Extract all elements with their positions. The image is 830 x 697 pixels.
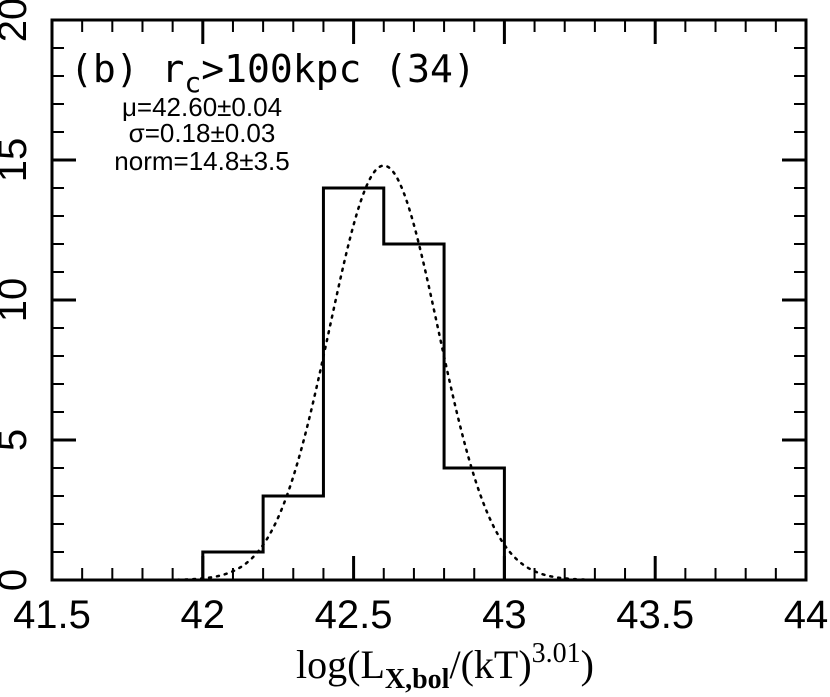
histogram-bar [444, 468, 504, 580]
gaussian-fit-layer [175, 164, 592, 581]
y-tick-label: 20 [0, 0, 35, 42]
xlabel-prefix: log(L [296, 642, 385, 687]
x-tick-label: 43 [482, 593, 527, 637]
x-tick-label: 41.5 [13, 593, 91, 637]
stat-mu: μ=42.60±0.04 [122, 92, 282, 122]
xlabel-superscript: 3.01 [532, 638, 581, 669]
ticks-layer: 41.5 42 42.5 43 43.5 44 0 5 10 15 20 [0, 0, 828, 637]
histogram-bar [263, 496, 323, 580]
y-tick-label: 15 [0, 138, 35, 183]
y-tick-label: 5 [0, 429, 35, 451]
histogram-bar [384, 244, 444, 580]
x-tick-label: 42 [181, 593, 226, 637]
panel-label: (b) rc>100kpc (34) [70, 47, 476, 99]
x-tick-label: 43.5 [616, 593, 694, 637]
xlabel-middle: /(kT) [449, 642, 531, 687]
y-tick-label: 10 [0, 278, 35, 323]
xlabel-subscript: X,bol [385, 664, 450, 695]
x-tick-label: 44 [784, 593, 829, 637]
label-layer: (b) rc>100kpc (34) μ=42.60±0.04 σ=0.18±0… [70, 47, 594, 695]
histogram-layer [201, 186, 506, 580]
plot-frame [50, 18, 808, 582]
histogram-bar [323, 188, 383, 580]
panel-label-subscript: c [184, 66, 201, 99]
y-tick-label: 0 [0, 569, 35, 591]
gaussian-fit-curve [175, 164, 592, 581]
panel-label-suffix: >100kpc (34) [201, 47, 476, 91]
panel-label-prefix: (b) r [70, 47, 184, 91]
stat-sigma: σ=0.18±0.03 [129, 118, 276, 148]
x-tick-label: 42.5 [315, 593, 393, 637]
stat-norm: norm=14.8±3.5 [114, 146, 289, 176]
histogram-outline [201, 186, 506, 580]
x-axis-label: log(LX,bol/(kT)3.01) [296, 638, 594, 695]
xlabel-suffix: ) [581, 642, 594, 687]
